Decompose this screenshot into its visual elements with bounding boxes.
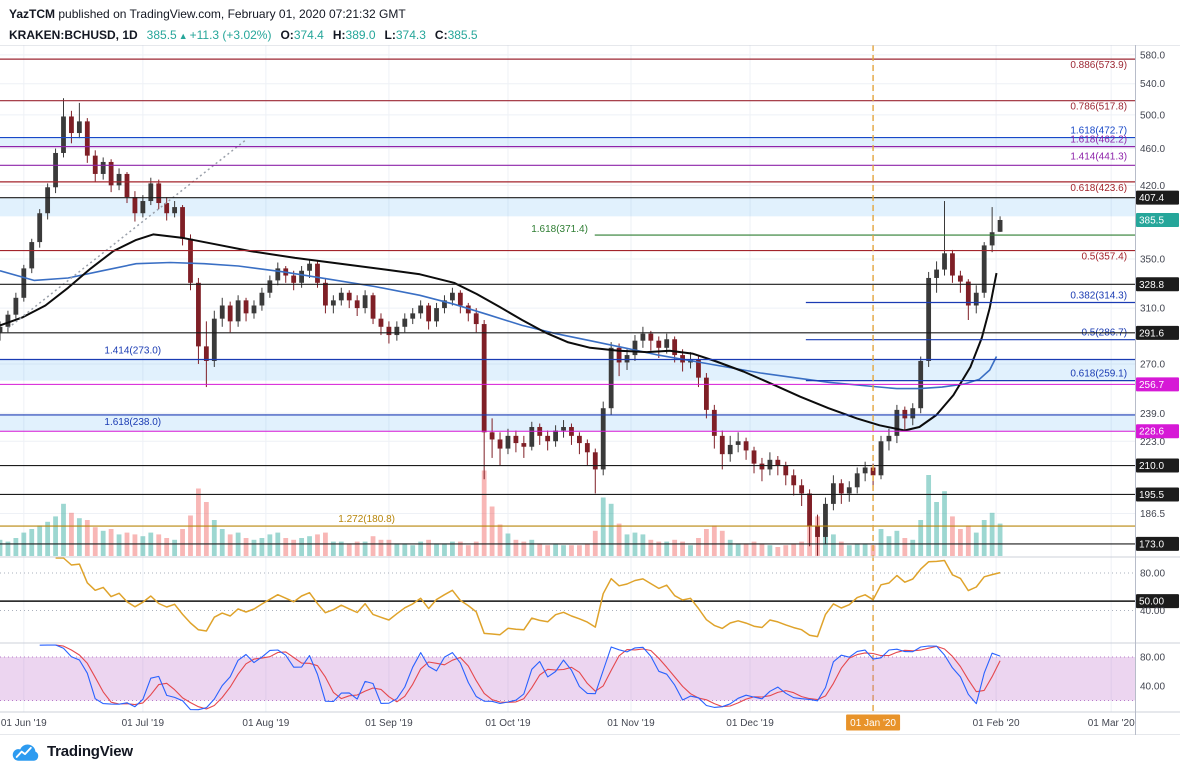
publish-banner: YazTCM published on TradingView.com, Feb… bbox=[0, 0, 1180, 27]
svg-text:239.0: 239.0 bbox=[1140, 409, 1165, 420]
horizontal-lines[interactable] bbox=[0, 197, 1135, 545]
svg-text:0.618(259.1): 0.618(259.1) bbox=[1070, 369, 1127, 380]
svg-text:01 Feb '20: 01 Feb '20 bbox=[973, 718, 1020, 729]
svg-text:310.0: 310.0 bbox=[1140, 304, 1165, 315]
candlestick-series bbox=[0, 98, 1003, 556]
svg-text:210.0: 210.0 bbox=[1139, 461, 1164, 472]
svg-text:540.0: 540.0 bbox=[1140, 79, 1165, 90]
high-label: H: bbox=[332, 28, 346, 42]
price-axis[interactable]: 580.0 540.0 500.0 460.0 420.0 350.0 310.0 270.0… bbox=[1136, 50, 1179, 693]
svg-text:1.618(472.7): 1.618(472.7) bbox=[1070, 126, 1127, 137]
svg-text:80.00: 80.00 bbox=[1140, 653, 1165, 664]
svg-text:173.0: 173.0 bbox=[1139, 539, 1164, 550]
close-label: C: bbox=[434, 28, 448, 42]
svg-text:1.618(371.4): 1.618(371.4) bbox=[531, 224, 588, 235]
open-value: 374.4 bbox=[293, 28, 324, 42]
tradingview-logo-icon[interactable] bbox=[10, 740, 40, 764]
author-name[interactable]: YazTCM bbox=[9, 7, 56, 21]
svg-text:50.00: 50.00 bbox=[1139, 597, 1164, 608]
svg-text:1.414(441.3): 1.414(441.3) bbox=[1070, 151, 1127, 162]
low-value: 374.3 bbox=[395, 28, 426, 42]
supply-demand-zones[interactable] bbox=[0, 137, 1135, 432]
svg-text:186.5: 186.5 bbox=[1140, 509, 1165, 520]
svg-text:0.5(357.4): 0.5(357.4) bbox=[1081, 252, 1127, 263]
symbol-title[interactable]: KRAKEN:BCHUSD, 1D bbox=[9, 28, 138, 42]
ma-black-line bbox=[0, 233, 998, 432]
svg-text:328.8: 328.8 bbox=[1139, 280, 1164, 291]
svg-text:1.618(462.2): 1.618(462.2) bbox=[1070, 135, 1127, 146]
svg-text:0.786(517.8): 0.786(517.8) bbox=[1070, 102, 1127, 113]
svg-text:0.382(314.3): 0.382(314.3) bbox=[1070, 291, 1127, 302]
svg-text:01 Jul '19: 01 Jul '19 bbox=[122, 718, 165, 729]
svg-text:407.4: 407.4 bbox=[1139, 193, 1164, 204]
svg-text:01 Nov '19: 01 Nov '19 bbox=[607, 718, 655, 729]
svg-text:228.6: 228.6 bbox=[1139, 427, 1164, 438]
svg-text:01 Sep '19: 01 Sep '19 bbox=[365, 718, 413, 729]
svg-text:385.5: 385.5 bbox=[1139, 215, 1164, 226]
close-value: 385.5 bbox=[447, 28, 478, 42]
footer: TradingView bbox=[0, 735, 1180, 768]
time-axis[interactable]: 01 Jun '19 01 Jul '19 01 Aug '19 01 Sep '19… bbox=[1, 714, 1135, 731]
svg-text:1.272(180.8): 1.272(180.8) bbox=[338, 514, 395, 525]
fib-lines[interactable]: 0.886(573.9)0.786(517.8)1.618(472.7)1.61… bbox=[0, 58, 1135, 527]
svg-text:40.00: 40.00 bbox=[1140, 682, 1165, 693]
stoch-pane bbox=[0, 644, 1135, 711]
low-label: L: bbox=[384, 28, 396, 42]
svg-text:1.618(238.0): 1.618(238.0) bbox=[104, 417, 161, 428]
svg-text:256.7: 256.7 bbox=[1139, 380, 1164, 391]
change-up-icon: ▲ bbox=[178, 31, 188, 41]
ma-blue-line bbox=[0, 261, 998, 390]
svg-text:291.6: 291.6 bbox=[1139, 328, 1164, 339]
svg-text:01 Jun '19: 01 Jun '19 bbox=[1, 718, 47, 729]
price-change: +11.3 (+3.02%) bbox=[189, 28, 272, 42]
svg-text:01 Aug '19: 01 Aug '19 bbox=[242, 718, 289, 729]
trendline[interactable] bbox=[7, 138, 248, 329]
svg-text:01 Mar '20: 01 Mar '20 bbox=[1088, 718, 1135, 729]
svg-text:195.5: 195.5 bbox=[1139, 490, 1164, 501]
svg-text:223.0: 223.0 bbox=[1140, 437, 1165, 448]
svg-text:0.886(573.9): 0.886(573.9) bbox=[1070, 60, 1127, 71]
svg-text:1.414(273.0): 1.414(273.0) bbox=[104, 345, 161, 356]
svg-text:420.0: 420.0 bbox=[1140, 181, 1165, 192]
svg-text:270.0: 270.0 bbox=[1140, 359, 1165, 370]
brand-name[interactable]: TradingView bbox=[47, 743, 133, 760]
svg-text:0.618(423.6): 0.618(423.6) bbox=[1070, 183, 1127, 194]
svg-text:40.00: 40.00 bbox=[1140, 606, 1165, 617]
last-price: 385.5 bbox=[146, 28, 177, 42]
high-value: 389.0 bbox=[345, 28, 376, 42]
svg-text:80.00: 80.00 bbox=[1140, 569, 1165, 580]
svg-text:01 Dec '19: 01 Dec '19 bbox=[726, 718, 774, 729]
svg-text:580.0: 580.0 bbox=[1140, 50, 1165, 61]
svg-text:01 Oct '19: 01 Oct '19 bbox=[485, 718, 531, 729]
svg-text:350.0: 350.0 bbox=[1140, 255, 1165, 266]
rsi-pane bbox=[0, 557, 1135, 638]
volume-series bbox=[0, 470, 1003, 556]
open-label: O: bbox=[280, 28, 294, 42]
publish-info: published on TradingView.com, February 0… bbox=[58, 7, 406, 21]
symbol-info-bar: KRAKEN:BCHUSD, 1D 385.5 ▲ +11.3 (+3.02%) O:3… bbox=[0, 27, 1180, 45]
svg-text:500.0: 500.0 bbox=[1140, 110, 1165, 121]
svg-text:460.0: 460.0 bbox=[1140, 144, 1165, 155]
price-gridlines bbox=[0, 54, 1135, 515]
svg-text:01 Jan '20: 01 Jan '20 bbox=[850, 718, 896, 729]
